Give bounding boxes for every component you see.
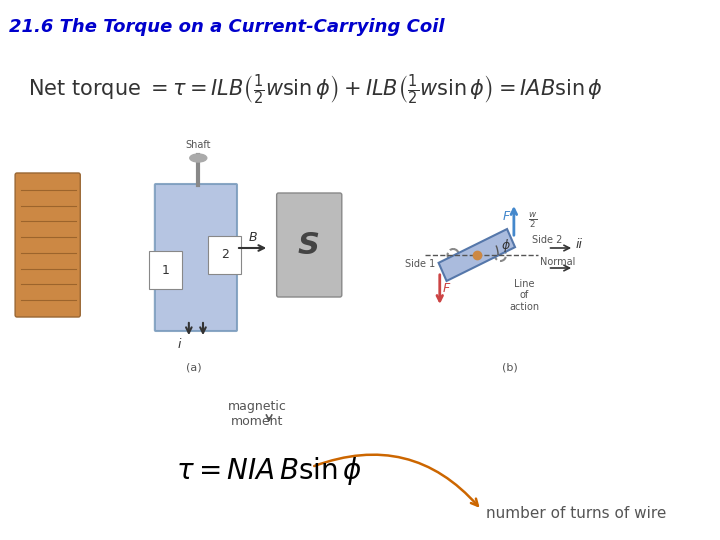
Text: i: i xyxy=(178,338,181,351)
Text: Normal: Normal xyxy=(540,257,575,267)
Text: ii: ii xyxy=(576,238,583,251)
Text: F: F xyxy=(503,210,510,223)
Text: Shaft: Shaft xyxy=(186,140,211,150)
FancyArrowPatch shape xyxy=(314,455,478,506)
Text: $\tau = NIA\,B\sin\phi$: $\tau = NIA\,B\sin\phi$ xyxy=(176,455,362,487)
Text: Net torque $= \tau = ILB\left(\frac{1}{2}w\sin\phi\right) + ILB\left(\frac{1}{2}: Net torque $= \tau = ILB\left(\frac{1}{2… xyxy=(28,72,603,106)
Text: B: B xyxy=(248,231,257,244)
Ellipse shape xyxy=(190,154,207,162)
Text: $\frac{w}{2}$: $\frac{w}{2}$ xyxy=(528,211,537,230)
Text: magnetic
moment: magnetic moment xyxy=(228,400,287,428)
Text: 1: 1 xyxy=(161,264,169,276)
Text: (b): (b) xyxy=(502,362,518,372)
FancyBboxPatch shape xyxy=(155,184,237,331)
FancyBboxPatch shape xyxy=(276,193,342,297)
Text: Side 1: Side 1 xyxy=(405,259,435,269)
Polygon shape xyxy=(438,229,515,281)
Text: S: S xyxy=(298,231,320,260)
Text: Side 2: Side 2 xyxy=(532,235,562,245)
Text: 21.6 The Torque on a Current-Carrying Coil: 21.6 The Torque on a Current-Carrying Co… xyxy=(9,18,445,36)
Text: (a): (a) xyxy=(186,362,202,372)
Text: 2: 2 xyxy=(221,248,229,261)
FancyBboxPatch shape xyxy=(15,173,80,317)
Text: $\phi$: $\phi$ xyxy=(501,237,511,254)
Text: F: F xyxy=(443,282,450,295)
Text: number of turns of wire: number of turns of wire xyxy=(486,505,667,521)
Text: Line
of
action: Line of action xyxy=(509,279,539,312)
